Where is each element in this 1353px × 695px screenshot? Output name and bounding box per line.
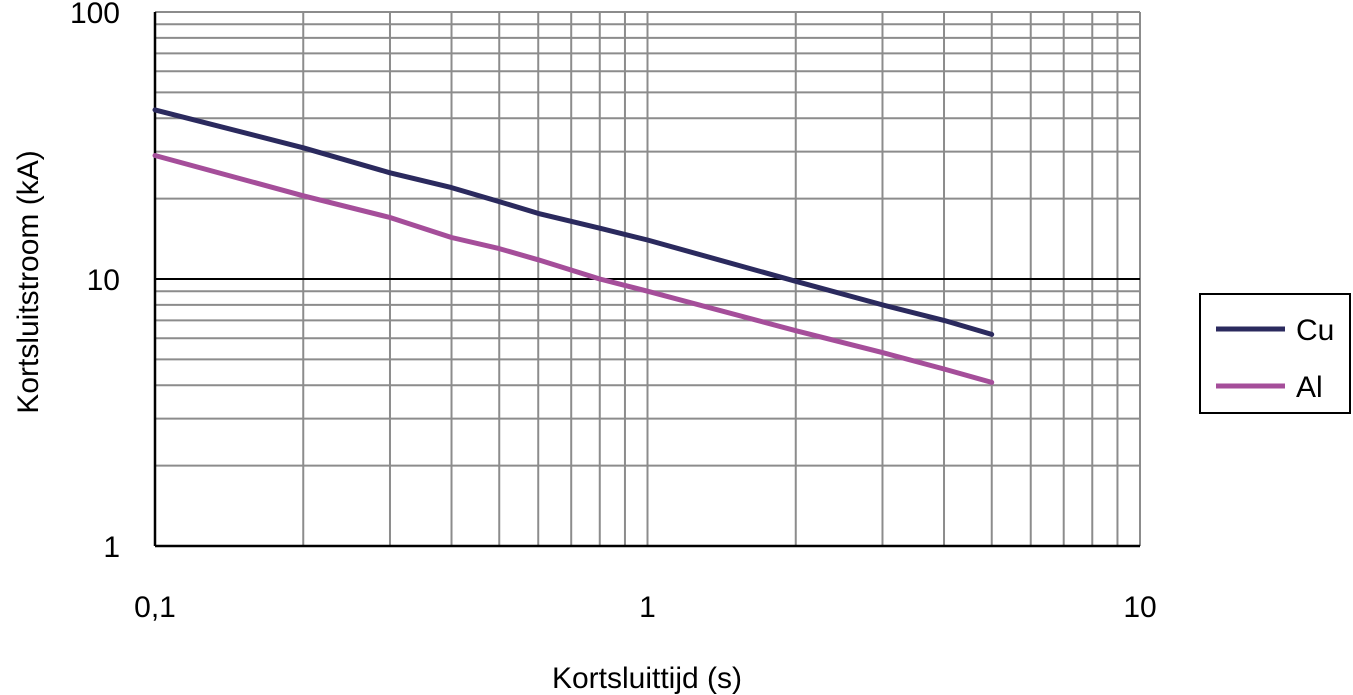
x-tick-label: 10 bbox=[1123, 591, 1156, 624]
series-lines bbox=[152, 107, 995, 385]
y-tick-label: 10 bbox=[87, 264, 120, 297]
x-tick-label: 1 bbox=[639, 591, 656, 624]
y-tick-label: 100 bbox=[70, 0, 120, 30]
legend-label-cu: Cu bbox=[1296, 314, 1334, 347]
series-line-al bbox=[152, 153, 995, 385]
axes bbox=[153, 12, 1140, 548]
legend-box bbox=[1199, 293, 1351, 414]
y-tick-label: 1 bbox=[103, 531, 120, 564]
series-line-cu bbox=[152, 107, 995, 337]
y-tick-labels: 1 10 100 bbox=[70, 0, 120, 564]
legend-items: Cu Al bbox=[1216, 314, 1334, 404]
legend-label-al: Al bbox=[1296, 371, 1323, 404]
grid-major bbox=[155, 11, 1141, 546]
legend: Cu Al bbox=[1199, 293, 1351, 414]
x-tick-labels: 0,1 1 10 bbox=[134, 591, 1157, 624]
x-tick-label: 0,1 bbox=[134, 591, 176, 624]
x-axis-label: Kortsluittijd (s) bbox=[552, 662, 742, 695]
y-axis-label: Kortsluitstroom (kA) bbox=[12, 150, 45, 413]
